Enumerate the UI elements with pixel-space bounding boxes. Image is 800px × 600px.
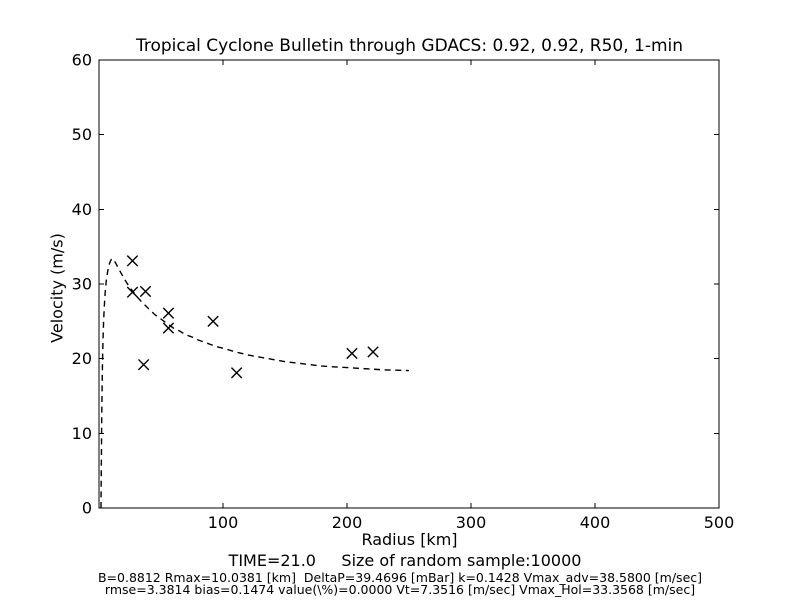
axes-frame (98, 59, 720, 509)
y-tick-label: 10 (72, 424, 92, 443)
x-tick-label: 100 (208, 513, 239, 532)
x-marker (137, 358, 150, 371)
x-marker (346, 347, 358, 360)
scatter-series (126, 255, 379, 379)
x-tick-label: 300 (456, 513, 487, 532)
axis-ticks (99, 59, 720, 509)
footer-time-sample-line: TIME=21.0 Size of random sample:10000 (228, 551, 582, 570)
y-tick-label: 0 (82, 499, 92, 518)
holland-profile-curve (100, 257, 410, 509)
x-axis-label: Radius [km] (361, 530, 458, 549)
tick-labels: 100 200 300 400 500 0 10 20 30 40 50 60 (72, 51, 735, 533)
x-marker (207, 315, 219, 328)
footer-parameters-line-1: B=0.8812 Rmax=10.0381 [km] DeltaP=39.469… (97, 570, 703, 585)
x-marker (162, 322, 175, 334)
x-marker (367, 346, 379, 358)
y-tick-label: 20 (72, 349, 92, 368)
y-tick-label: 50 (72, 125, 92, 144)
y-tick-label: 60 (72, 51, 92, 70)
chart-title: Tropical Cyclone Bulletin through GDACS:… (135, 36, 684, 56)
x-marker (230, 367, 243, 379)
x-tick-label: 200 (332, 513, 363, 532)
x-marker (162, 307, 175, 319)
x-marker (126, 255, 139, 267)
x-tick-label: 500 (704, 513, 735, 532)
footer-parameters-line-2: rmse=3.3814 bias=0.1474 value(\%)=0.0000… (104, 582, 696, 597)
y-tick-label: 30 (72, 275, 92, 294)
x-marker (126, 286, 139, 298)
y-tick-label: 40 (72, 200, 92, 219)
x-marker (139, 285, 152, 298)
x-tick-label: 400 (580, 513, 611, 532)
